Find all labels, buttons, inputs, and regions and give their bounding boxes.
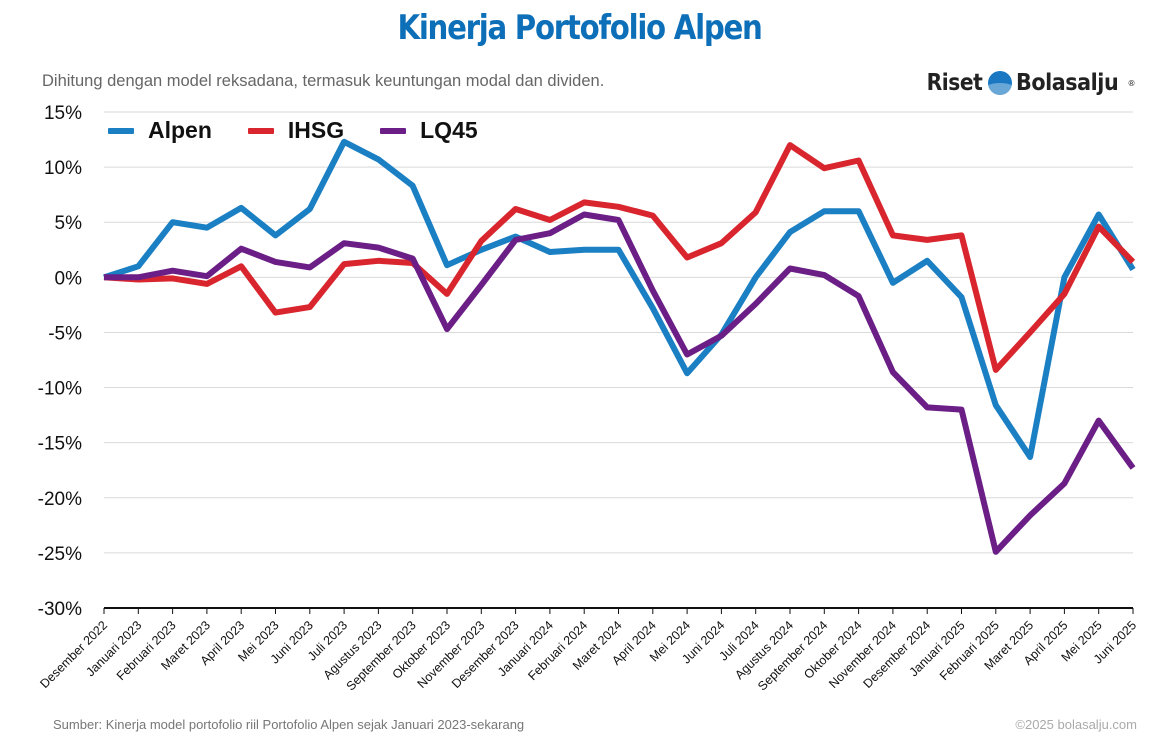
chart-legend: Alpen IHSG LQ45 — [108, 117, 478, 144]
y-tick-label: -25% — [38, 544, 82, 565]
y-tick-label: -10% — [38, 379, 82, 400]
registered-mark: ® — [1127, 78, 1136, 88]
y-tick-label: -5% — [48, 323, 82, 344]
series-line-ihsg — [103, 142, 1136, 373]
y-tick-label: 15% — [44, 103, 82, 124]
brand-name-bolasalju: Bolasalju — [1015, 70, 1119, 96]
legend-item-ihsg: IHSG — [247, 117, 345, 144]
legend-item-lq45: LQ45 — [380, 117, 478, 144]
legend-swatch-lq45 — [380, 127, 407, 134]
legend-item-alpen: Alpen — [108, 117, 212, 144]
brand-name-riset: Riset — [926, 70, 982, 96]
chart-subtitle: Dihitung dengan model reksadana, termasu… — [42, 72, 605, 90]
y-axis-ticks: 15% 10% 5% 0% -5% -10% -15% -20% -25% -30% — [38, 103, 82, 620]
y-tick-label: 0% — [55, 268, 83, 289]
copyright-note: ©2025 bolasalju.com — [1015, 717, 1137, 732]
series-line-alpen — [103, 138, 1136, 460]
y-tick-label: -20% — [38, 489, 82, 510]
legend-swatch-alpen — [108, 127, 134, 134]
chart-title: Kinerja Portofolio Alpen — [397, 8, 762, 48]
snowball-icon — [987, 71, 1012, 95]
y-tick-label: -15% — [38, 434, 82, 455]
y-tick-label: 5% — [55, 213, 83, 234]
legend-label-ihsg: IHSG — [287, 117, 345, 143]
series-line-lq45 — [104, 211, 1136, 555]
y-tick-label: -30% — [38, 599, 82, 620]
legend-label-lq45: LQ45 — [420, 117, 478, 143]
legend-label-alpen: Alpen — [148, 117, 212, 143]
series-lines — [103, 138, 1136, 555]
source-note: Sumber: Kinerja model portofolio riil Po… — [53, 717, 525, 732]
y-tick-label: 10% — [44, 158, 82, 179]
legend-swatch-ihsg — [247, 127, 274, 134]
brand-logo: Riset Bolasalju ® — [919, 70, 1135, 96]
